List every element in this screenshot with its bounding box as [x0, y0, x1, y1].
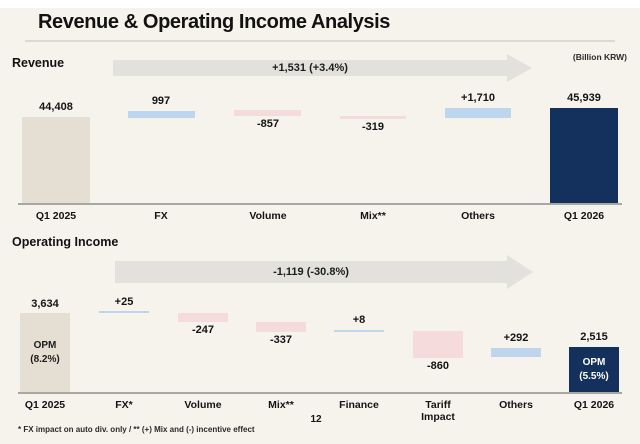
category-label-revenue-others: Others — [461, 210, 495, 222]
unit-label: (Billion KRW) — [572, 52, 627, 62]
category-label-op-q1-2026: Q1 2026 — [573, 399, 615, 411]
value-label-revenue-others: +1,710 — [461, 92, 495, 104]
opm-end-label: OPM (5.5%) — [569, 347, 619, 392]
bar-revenue-mix — [340, 116, 406, 119]
category-label-op-mix: Mix** — [268, 399, 294, 411]
bar-revenue-q1-2026 — [550, 108, 618, 204]
bar-op-fx — [99, 311, 149, 313]
bar-revenue-q1-2025 — [22, 117, 90, 204]
page-number: 12 — [310, 414, 322, 425]
bar-revenue-volume — [234, 110, 301, 116]
operating-income-change-arrow: -1,119 (-30.8%) — [115, 255, 533, 289]
value-label-revenue-q1-2026: 45,939 — [567, 92, 601, 104]
value-label-op-q1-2025: 3,634 — [31, 298, 59, 310]
right-arrow-head-icon — [507, 54, 532, 82]
bar-op-q1-2025: OPM (8.2%) — [20, 313, 70, 392]
right-arrow-head-icon — [507, 255, 533, 289]
top-strip — [0, 0, 640, 8]
value-label-op-tariff: -860 — [426, 360, 450, 372]
bar-revenue-fx — [128, 111, 195, 118]
bar-op-finance — [334, 330, 384, 332]
value-label-op-finance: +8 — [352, 314, 366, 326]
revenue-axis-line — [18, 203, 622, 205]
revenue-change-arrow-body: +1,531 (+3.4%) — [113, 60, 507, 76]
category-label-op-fx: FX* — [115, 399, 133, 411]
value-label-op-fx: +25 — [114, 296, 134, 308]
opm-start-label: OPM (8.2%) — [20, 313, 70, 392]
operating-income-section-label: Operating Income — [12, 235, 119, 249]
value-label-revenue-q1-2025: 44,408 — [39, 101, 73, 113]
value-label-revenue-fx: 997 — [151, 95, 171, 107]
bar-op-volume — [178, 313, 228, 322]
value-label-op-mix: -337 — [269, 334, 293, 346]
revenue-change-arrow: +1,531 (+3.4%) — [113, 54, 532, 82]
footnote: * FX impact on auto div. only / ** (+) M… — [18, 425, 255, 434]
bar-revenue-others — [445, 108, 511, 118]
opm-end-line1: OPM — [582, 357, 606, 368]
opm-end-line2: (5.5%) — [579, 370, 609, 382]
category-label-op-others: Others — [499, 399, 533, 411]
value-label-op-q1-2026: 2,515 — [580, 331, 608, 343]
bar-op-others — [491, 348, 541, 357]
value-label-revenue-volume: -857 — [256, 118, 280, 130]
revenue-section-label: Revenue — [12, 56, 65, 70]
category-label-op-finance: Finance — [339, 399, 379, 411]
category-label-revenue-fx: FX — [154, 210, 168, 222]
operating-income-change-arrow-body: -1,119 (-30.8%) — [115, 261, 507, 283]
category-label-revenue-q1-2026: Q1 2026 — [563, 210, 605, 222]
opm-start-line2: (8.2%) — [30, 353, 60, 365]
title-divider — [25, 40, 615, 42]
page-title: Revenue & Operating Income Analysis — [38, 11, 391, 33]
category-label-op-tariff: Tariff Impact — [421, 399, 455, 424]
category-label-op-volume: Volume — [184, 399, 222, 411]
bar-op-mix — [256, 322, 306, 332]
category-label-op-q1-2025: Q1 2025 — [24, 399, 66, 411]
category-label-revenue-volume: Volume — [249, 210, 287, 222]
value-label-op-others: +292 — [503, 332, 529, 344]
bar-op-q1-2026: OPM (5.5%) — [569, 347, 619, 392]
category-label-revenue-q1-2025: Q1 2025 — [35, 210, 77, 222]
value-label-revenue-mix: -319 — [361, 121, 385, 133]
operating-income-change-label: -1,119 (-30.8%) — [273, 266, 349, 278]
value-label-op-volume: -247 — [191, 324, 215, 336]
bar-op-tariff — [413, 331, 463, 358]
opm-start-line1: OPM — [33, 340, 57, 351]
category-label-revenue-mix: Mix** — [360, 210, 386, 222]
operating-income-axis-line — [18, 392, 622, 394]
revenue-change-label: +1,531 (+3.4%) — [272, 62, 348, 74]
